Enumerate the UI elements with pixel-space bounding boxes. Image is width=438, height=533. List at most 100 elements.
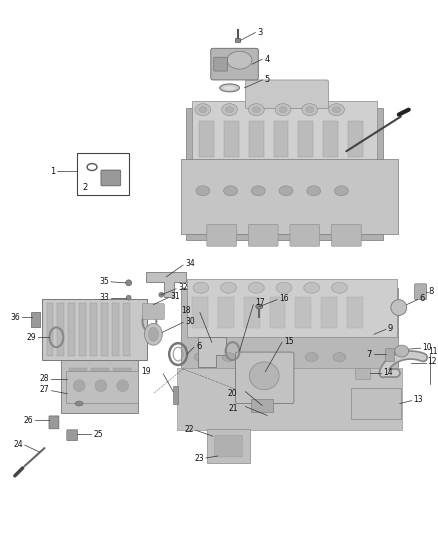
Text: 2: 2 — [82, 183, 88, 192]
FancyBboxPatch shape — [42, 298, 148, 360]
Ellipse shape — [224, 86, 236, 90]
Text: 28: 28 — [40, 374, 49, 383]
Text: 26: 26 — [23, 416, 33, 425]
Text: 1: 1 — [50, 166, 56, 175]
Text: 5: 5 — [264, 76, 269, 84]
Text: 13: 13 — [413, 395, 423, 404]
FancyBboxPatch shape — [66, 371, 138, 402]
Ellipse shape — [279, 186, 293, 196]
FancyBboxPatch shape — [224, 121, 239, 157]
Ellipse shape — [248, 104, 264, 116]
Ellipse shape — [391, 300, 407, 316]
Text: 32: 32 — [178, 283, 188, 292]
Bar — [46, 303, 53, 356]
FancyBboxPatch shape — [192, 101, 377, 160]
Ellipse shape — [220, 84, 240, 92]
Ellipse shape — [159, 292, 164, 297]
Text: 7: 7 — [367, 350, 372, 359]
Text: 12: 12 — [427, 358, 437, 367]
FancyBboxPatch shape — [215, 435, 243, 457]
FancyBboxPatch shape — [177, 368, 402, 430]
Ellipse shape — [278, 353, 290, 361]
FancyBboxPatch shape — [236, 352, 294, 403]
Text: 35: 35 — [99, 277, 109, 286]
FancyBboxPatch shape — [248, 224, 278, 246]
Text: 19: 19 — [141, 367, 150, 376]
Ellipse shape — [251, 186, 265, 196]
Ellipse shape — [328, 104, 344, 116]
FancyBboxPatch shape — [187, 279, 397, 337]
Ellipse shape — [145, 324, 162, 345]
Bar — [123, 303, 130, 356]
Ellipse shape — [126, 280, 131, 286]
Text: 17: 17 — [255, 298, 265, 307]
Text: 14: 14 — [383, 368, 392, 377]
Polygon shape — [198, 337, 226, 367]
Text: 25: 25 — [93, 430, 102, 439]
FancyBboxPatch shape — [251, 399, 273, 413]
Text: 9: 9 — [388, 324, 393, 333]
Text: 11: 11 — [428, 346, 438, 356]
Bar — [77, 153, 129, 195]
Text: 33: 33 — [99, 293, 109, 302]
FancyBboxPatch shape — [298, 121, 313, 157]
Ellipse shape — [332, 282, 347, 293]
Text: 30: 30 — [185, 317, 195, 326]
Ellipse shape — [395, 345, 409, 357]
Ellipse shape — [95, 380, 107, 392]
Ellipse shape — [75, 401, 83, 406]
Ellipse shape — [256, 304, 263, 309]
FancyBboxPatch shape — [274, 121, 289, 157]
Text: 21: 21 — [228, 404, 237, 413]
Ellipse shape — [304, 282, 320, 293]
Text: 6: 6 — [420, 294, 425, 303]
Text: 34: 34 — [185, 259, 195, 268]
FancyBboxPatch shape — [61, 360, 138, 414]
Text: 29: 29 — [26, 333, 35, 342]
FancyBboxPatch shape — [347, 297, 363, 328]
Bar — [79, 303, 86, 356]
Text: 22: 22 — [184, 425, 194, 434]
Ellipse shape — [126, 295, 131, 300]
Ellipse shape — [194, 353, 207, 361]
Text: 16: 16 — [279, 294, 289, 303]
FancyBboxPatch shape — [199, 121, 214, 157]
Ellipse shape — [252, 107, 260, 112]
Ellipse shape — [196, 186, 210, 196]
Ellipse shape — [222, 104, 237, 116]
Ellipse shape — [193, 282, 209, 293]
Text: 3: 3 — [257, 28, 263, 37]
FancyBboxPatch shape — [348, 121, 363, 157]
FancyBboxPatch shape — [295, 297, 311, 328]
Ellipse shape — [307, 186, 321, 196]
Bar — [234, 38, 240, 42]
Text: 23: 23 — [194, 455, 204, 464]
Bar — [90, 303, 97, 356]
FancyBboxPatch shape — [181, 159, 398, 234]
Text: 36: 36 — [10, 313, 20, 322]
Ellipse shape — [250, 353, 263, 361]
Ellipse shape — [306, 107, 314, 112]
Text: 24: 24 — [13, 440, 23, 449]
FancyBboxPatch shape — [192, 297, 208, 328]
Text: 10: 10 — [423, 343, 432, 352]
Ellipse shape — [148, 327, 158, 341]
FancyBboxPatch shape — [181, 288, 398, 425]
Text: 20: 20 — [228, 389, 237, 398]
Text: 6: 6 — [196, 342, 201, 351]
Text: 31: 31 — [170, 292, 180, 301]
Bar — [68, 303, 75, 356]
Bar — [101, 303, 108, 356]
Ellipse shape — [195, 104, 211, 116]
FancyBboxPatch shape — [211, 49, 258, 80]
FancyBboxPatch shape — [113, 368, 131, 400]
FancyBboxPatch shape — [270, 297, 286, 328]
Ellipse shape — [333, 353, 346, 361]
FancyBboxPatch shape — [207, 429, 251, 463]
Ellipse shape — [302, 104, 318, 116]
Ellipse shape — [199, 107, 207, 112]
FancyBboxPatch shape — [214, 57, 228, 71]
Ellipse shape — [335, 186, 348, 196]
Ellipse shape — [221, 282, 237, 293]
FancyBboxPatch shape — [67, 430, 78, 441]
